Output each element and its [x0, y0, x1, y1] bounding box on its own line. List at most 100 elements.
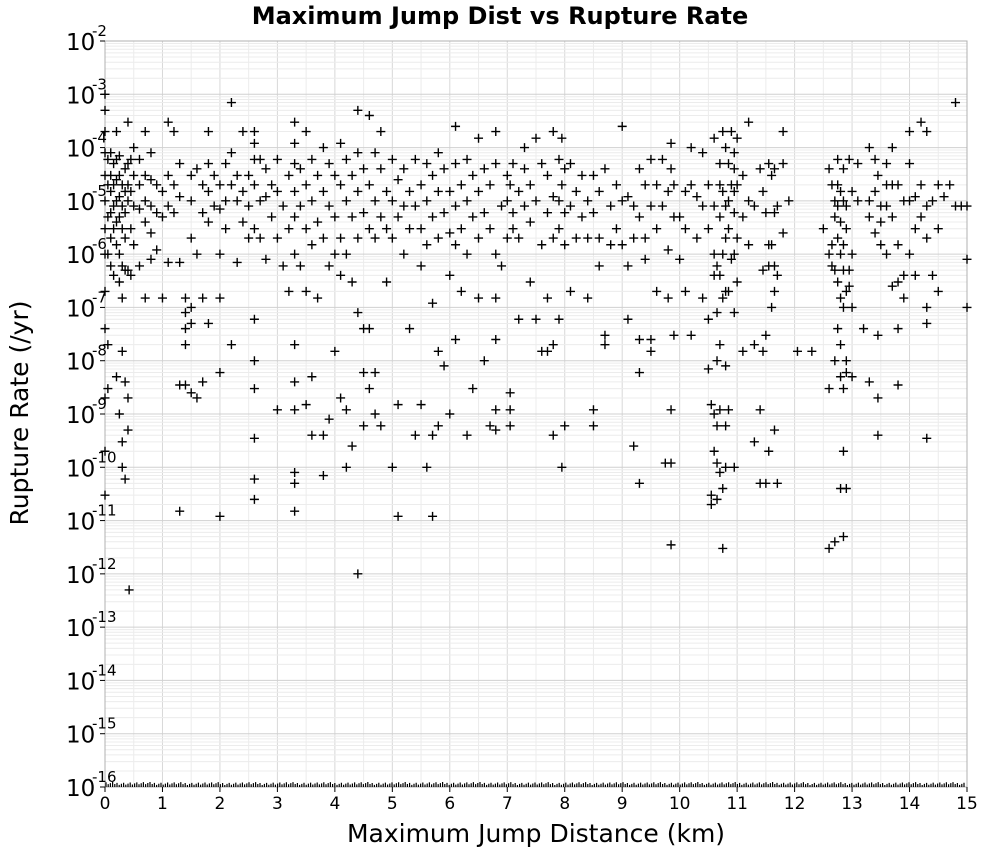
data-point	[887, 143, 897, 153]
data-point	[232, 257, 242, 267]
data-point	[893, 380, 903, 390]
y-axis-label: Rupture Rate (/yr)	[5, 301, 34, 526]
data-point	[893, 324, 903, 334]
data-point	[445, 228, 455, 238]
data-point	[290, 377, 300, 387]
data-point	[882, 159, 892, 169]
data-point	[778, 159, 788, 169]
data-point	[468, 212, 478, 222]
data-point	[416, 180, 426, 190]
data-point	[318, 186, 328, 196]
data-point	[554, 154, 564, 164]
data-point	[157, 212, 167, 222]
data-point	[226, 340, 236, 350]
data-point	[313, 170, 323, 180]
data-point	[109, 270, 119, 280]
data-point	[833, 233, 843, 243]
data-point	[709, 133, 719, 143]
data-point	[675, 212, 685, 222]
data-point	[729, 186, 739, 196]
data-point	[278, 261, 288, 271]
data-point	[330, 212, 340, 222]
data-point	[117, 293, 127, 303]
data-point	[769, 164, 779, 174]
data-point	[818, 224, 828, 234]
data-point	[876, 217, 886, 227]
data-points	[100, 89, 972, 595]
data-point	[244, 201, 254, 211]
data-point	[238, 186, 248, 196]
data-point	[600, 340, 610, 350]
data-point	[859, 324, 869, 334]
data-point	[709, 249, 719, 259]
data-point	[209, 170, 219, 180]
data-point	[732, 180, 742, 190]
data-point	[290, 405, 300, 415]
data-point	[175, 192, 185, 202]
data-point	[634, 478, 644, 488]
data-point	[646, 335, 656, 345]
data-point	[491, 293, 501, 303]
data-point	[382, 186, 392, 196]
data-point	[497, 201, 507, 211]
data-point	[715, 180, 725, 190]
data-point	[336, 393, 346, 403]
data-point	[244, 233, 254, 243]
data-point	[249, 224, 259, 234]
data-point	[847, 249, 857, 259]
data-point	[318, 143, 328, 153]
data-point	[157, 293, 167, 303]
data-point	[117, 437, 127, 447]
data-point	[841, 356, 851, 366]
data-point	[347, 170, 357, 180]
data-point	[109, 201, 119, 211]
data-point	[180, 340, 190, 350]
data-point	[491, 127, 501, 137]
data-point	[221, 196, 231, 206]
data-point	[657, 201, 667, 211]
y-tick-label: 10	[66, 510, 95, 536]
data-point	[203, 159, 213, 169]
data-point	[157, 186, 167, 196]
data-point	[767, 170, 777, 180]
data-point	[629, 441, 639, 451]
y-tick-exponent: -8	[92, 342, 107, 360]
data-point	[833, 180, 843, 190]
data-point	[203, 318, 213, 328]
data-point	[318, 430, 328, 440]
data-point	[221, 159, 231, 169]
data-point	[114, 212, 124, 222]
x-tick-label: 12	[784, 794, 806, 814]
data-point	[186, 196, 196, 206]
data-point	[611, 224, 621, 234]
data-point	[353, 569, 363, 579]
data-point	[290, 506, 300, 516]
baseline-tick-marks	[105, 782, 965, 787]
data-point	[666, 405, 676, 415]
data-point	[769, 286, 779, 296]
data-point	[873, 393, 883, 403]
data-point	[502, 196, 512, 206]
data-point	[433, 346, 443, 356]
data-point	[537, 159, 547, 169]
data-point	[313, 293, 323, 303]
data-point	[433, 148, 443, 158]
data-point	[140, 217, 150, 227]
data-point	[111, 372, 121, 382]
data-point	[514, 314, 524, 324]
data-point	[462, 430, 472, 440]
data-point	[905, 196, 915, 206]
data-point	[180, 308, 190, 318]
data-point	[554, 314, 564, 324]
data-point	[474, 293, 484, 303]
data-point	[542, 293, 552, 303]
data-point	[729, 208, 739, 218]
data-point	[146, 201, 156, 211]
data-point	[505, 180, 515, 190]
data-point	[272, 233, 282, 243]
data-point	[767, 240, 777, 250]
data-point	[792, 346, 802, 356]
data-point	[215, 511, 225, 521]
data-point	[416, 261, 426, 271]
data-point	[100, 490, 110, 500]
